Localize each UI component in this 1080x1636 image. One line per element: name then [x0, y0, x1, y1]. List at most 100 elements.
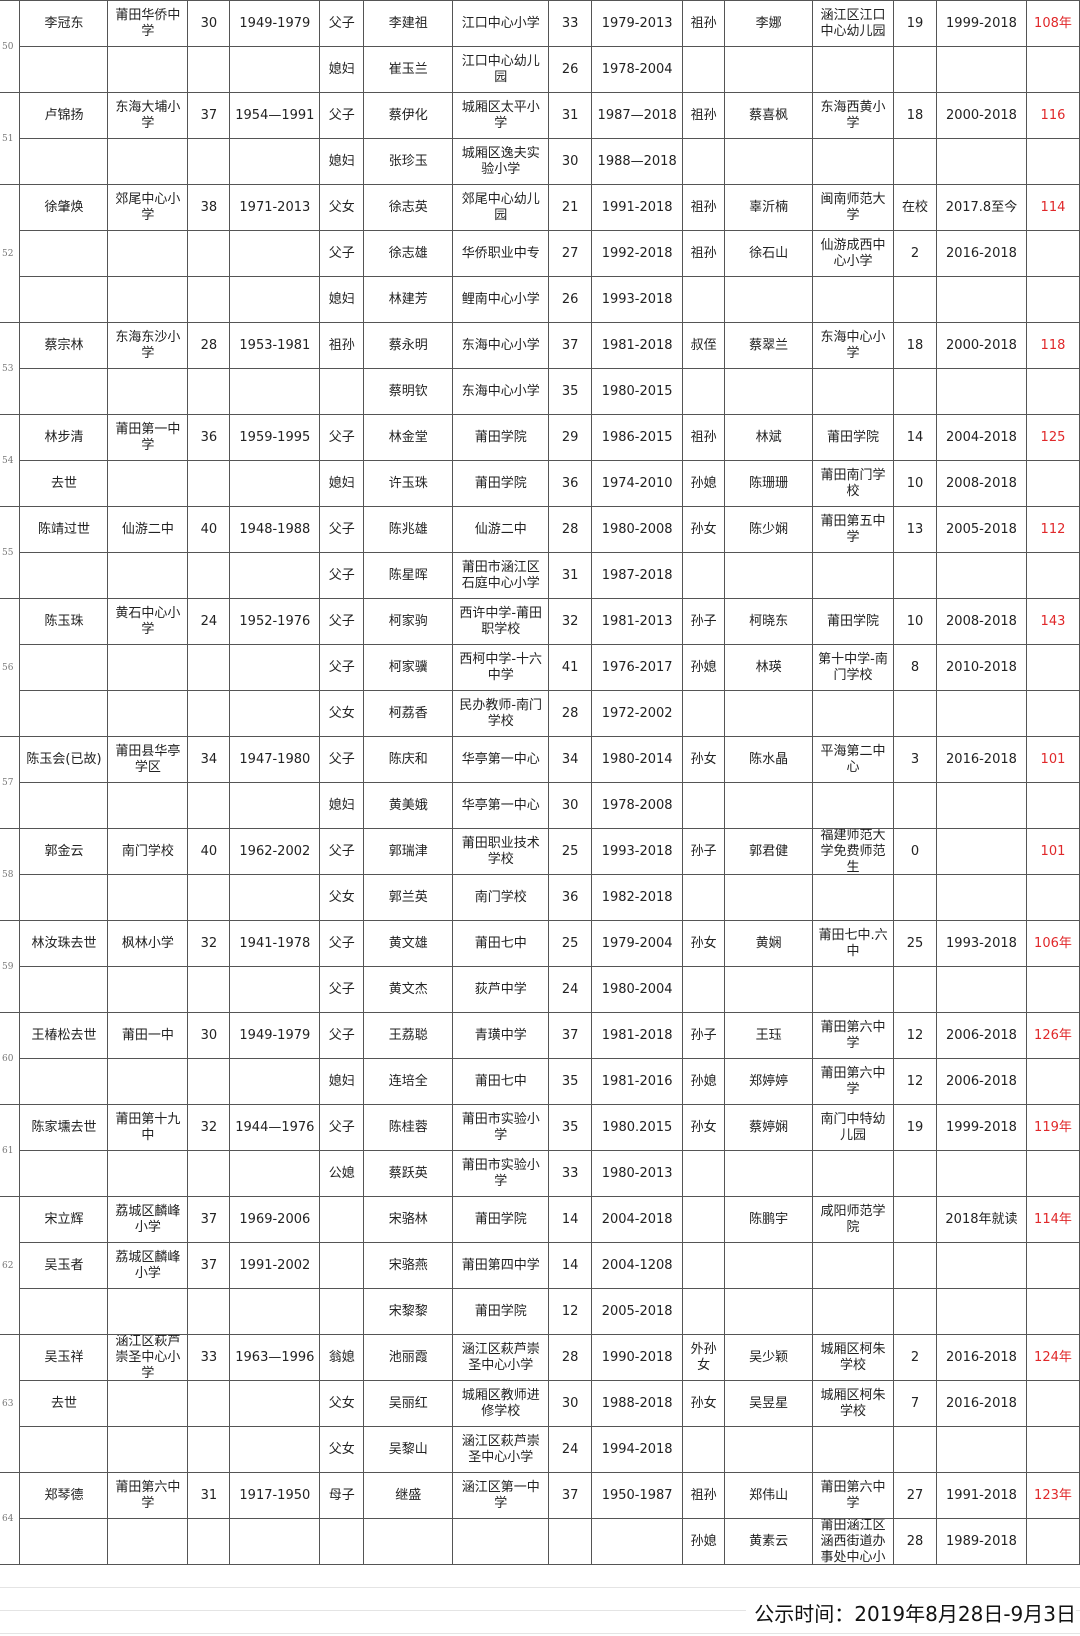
cell-relative-2-school[interactable]: [812, 138, 894, 185]
cell-person-name[interactable]: [19, 138, 109, 185]
cell-total-years[interactable]: [1025, 1380, 1080, 1427]
cell-relative-2-school[interactable]: 平海第二中心: [812, 736, 894, 783]
cell-person-name[interactable]: 吴玉者: [19, 1242, 109, 1289]
cell-relative-school[interactable]: 华亭第一中心: [452, 782, 550, 829]
cell-relation-2[interactable]: [682, 966, 726, 1013]
cell-relative-name[interactable]: 许玉珠: [363, 460, 454, 507]
cell-total-years[interactable]: [1025, 368, 1080, 415]
cell-years[interactable]: [187, 1150, 231, 1197]
cell-relative-school[interactable]: 西柯中学-十六中学: [452, 644, 550, 691]
cell-relative-period[interactable]: 1980-2013: [591, 1150, 684, 1197]
cell-relative-2-years[interactable]: 12: [893, 1058, 937, 1105]
cell-relative-years[interactable]: 27: [548, 230, 593, 277]
cell-relative-2-years[interactable]: 27: [893, 1472, 937, 1519]
cell-total-years[interactable]: [1025, 230, 1080, 277]
cell-years[interactable]: [187, 368, 231, 415]
cell-relative-2-period[interactable]: 2006-2018: [935, 1012, 1027, 1059]
cell-relative-2-name[interactable]: 陈少娴: [724, 506, 814, 553]
cell-relation[interactable]: [319, 1288, 365, 1335]
cell-relative-2-years[interactable]: [893, 1150, 937, 1197]
cell-relative-name[interactable]: 黄美娥: [363, 782, 454, 829]
cell-school[interactable]: [107, 644, 189, 691]
cell-relative-years[interactable]: 41: [548, 644, 593, 691]
cell-years[interactable]: [187, 644, 231, 691]
cell-relative-2-period[interactable]: 2008-2018: [935, 598, 1027, 645]
cell-relative-2-years[interactable]: 7: [893, 1380, 937, 1427]
cell-relative-school[interactable]: 仙游二中: [452, 506, 550, 553]
cell-relation-2[interactable]: 祖孙: [682, 1472, 726, 1519]
row-number[interactable]: 53: [0, 322, 21, 415]
cell-total-years[interactable]: [1025, 782, 1080, 829]
cell-relative-2-years[interactable]: [893, 138, 937, 185]
cell-relative-2-name[interactable]: 蔡婷娴: [724, 1104, 814, 1151]
cell-relative-school[interactable]: 城厢区逸夫实验小学: [452, 138, 550, 185]
cell-relative-2-years[interactable]: [893, 1196, 937, 1243]
cell-relation[interactable]: 父子: [319, 1012, 365, 1059]
cell-relative-school[interactable]: 莆田市实验小学: [452, 1150, 550, 1197]
cell-relative-school[interactable]: 荻芦中学: [452, 966, 550, 1013]
cell-relative-years[interactable]: 14: [548, 1196, 593, 1243]
cell-person-name[interactable]: [19, 966, 109, 1013]
cell-relation[interactable]: 父子: [319, 506, 365, 553]
cell-relative-period[interactable]: 1990-2018: [591, 1334, 684, 1381]
cell-years[interactable]: 28: [187, 322, 231, 369]
cell-relation[interactable]: 父子: [319, 920, 365, 967]
cell-relative-years[interactable]: 26: [548, 46, 593, 93]
cell-years[interactable]: 30: [187, 1012, 231, 1059]
cell-school[interactable]: [107, 1426, 189, 1473]
cell-relative-years[interactable]: 30: [548, 1380, 593, 1427]
cell-period[interactable]: 1949-1979: [229, 0, 321, 47]
cell-school[interactable]: 莆田县华亭学区: [107, 736, 189, 783]
cell-relative-2-years[interactable]: 在校: [893, 184, 937, 231]
cell-years[interactable]: 24: [187, 598, 231, 645]
cell-relative-2-name[interactable]: 蔡喜枫: [724, 92, 814, 139]
cell-period[interactable]: [229, 138, 321, 185]
cell-period[interactable]: [229, 1150, 321, 1197]
cell-person-name[interactable]: [19, 276, 109, 323]
cell-total-years[interactable]: [1025, 874, 1080, 921]
cell-total-years[interactable]: 108年: [1025, 0, 1080, 47]
cell-years[interactable]: [187, 1288, 231, 1335]
cell-period[interactable]: [229, 1058, 321, 1105]
cell-years[interactable]: [187, 138, 231, 185]
row-number[interactable]: 63: [0, 1334, 21, 1473]
cell-relative-school[interactable]: 莆田市实验小学: [452, 1104, 550, 1151]
cell-relative-2-school[interactable]: 城厢区柯朱学校: [812, 1380, 894, 1427]
cell-relative-years[interactable]: 24: [548, 966, 593, 1013]
cell-years[interactable]: 36: [187, 414, 231, 461]
cell-relation-2[interactable]: [682, 276, 726, 323]
cell-relative-2-years[interactable]: 10: [893, 598, 937, 645]
cell-relative-2-school[interactable]: 东海中心小学: [812, 322, 894, 369]
cell-person-name[interactable]: 郑琴德: [19, 1472, 109, 1519]
cell-relative-2-name[interactable]: [724, 552, 814, 599]
cell-relative-name[interactable]: 宋黎黎: [363, 1288, 454, 1335]
cell-relative-2-years[interactable]: 3: [893, 736, 937, 783]
cell-relative-2-name[interactable]: [724, 1288, 814, 1335]
cell-relation-2[interactable]: 孙女: [682, 1380, 726, 1427]
cell-relative-2-period[interactable]: [935, 966, 1027, 1013]
cell-total-years[interactable]: 126年: [1025, 1012, 1080, 1059]
cell-relative-2-school[interactable]: 咸阳师范学院: [812, 1196, 894, 1243]
cell-relation-2[interactable]: [682, 552, 726, 599]
cell-relative-period[interactable]: 1972-2002: [591, 690, 684, 737]
cell-relative-period[interactable]: 1981-2018: [591, 322, 684, 369]
cell-relative-2-school[interactable]: 福建师范大学免费师范生: [812, 828, 894, 875]
cell-relative-years[interactable]: 34: [548, 736, 593, 783]
cell-relative-2-period[interactable]: [935, 690, 1027, 737]
cell-relative-name[interactable]: 宋骆林: [363, 1196, 454, 1243]
cell-period[interactable]: 1948-1988: [229, 506, 321, 553]
cell-relative-2-name[interactable]: 吴昱星: [724, 1380, 814, 1427]
cell-relative-2-years[interactable]: 25: [893, 920, 937, 967]
cell-relative-2-period[interactable]: 2000-2018: [935, 92, 1027, 139]
cell-relation[interactable]: 父子: [319, 0, 365, 47]
cell-total-years[interactable]: [1025, 1150, 1080, 1197]
cell-relative-2-name[interactable]: [724, 690, 814, 737]
cell-relative-name[interactable]: 继盛: [363, 1472, 454, 1519]
cell-relative-period[interactable]: [591, 1518, 684, 1565]
cell-relation[interactable]: [319, 1196, 365, 1243]
cell-period[interactable]: [229, 368, 321, 415]
cell-relative-period[interactable]: 1993-2018: [591, 828, 684, 875]
cell-relative-years[interactable]: 32: [548, 598, 593, 645]
cell-relative-2-years[interactable]: 14: [893, 414, 937, 461]
cell-total-years[interactable]: 125: [1025, 414, 1080, 461]
